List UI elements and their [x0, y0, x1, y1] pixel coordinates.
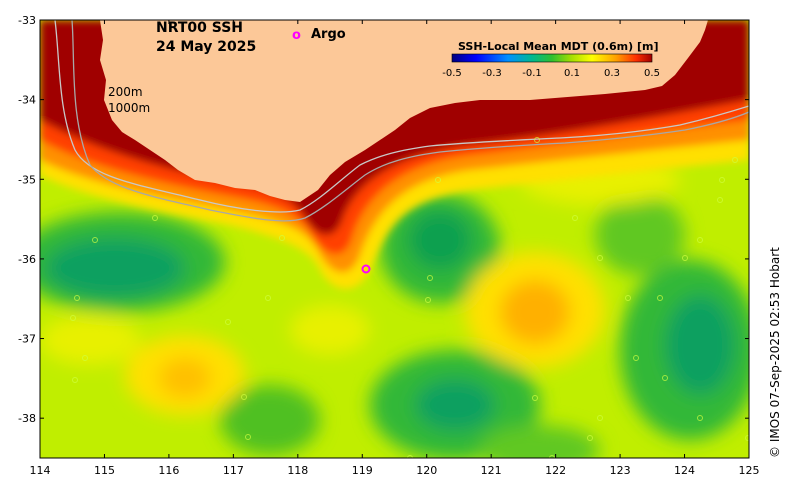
x-tick-label: 123: [610, 464, 631, 477]
x-tick-label: 124: [674, 464, 695, 477]
land-mass: [100, 20, 708, 202]
colorbar-title: SSH-Local Mean MDT (0.6m) [m]: [458, 40, 658, 53]
y-tick-label: -37: [18, 333, 36, 346]
ssh-field: [40, 20, 749, 458]
isobath-200m: [54, 20, 749, 213]
isobath-1000m: [71, 20, 749, 222]
colorbar-tick-label: 0.5: [644, 68, 660, 79]
argo-float-marker: [361, 264, 371, 274]
y-tick-label: -38: [18, 412, 36, 425]
y-axis: -33 -34 -35 -36 -37 -38: [18, 14, 749, 425]
x-tick-label: 119: [352, 464, 373, 477]
x-tick-label: 116: [158, 464, 179, 477]
x-tick-label: 121: [481, 464, 502, 477]
x-tick-label: 120: [416, 464, 437, 477]
x-tick-label: 122: [545, 464, 566, 477]
colorbar-tick-label: -0.1: [522, 68, 542, 79]
argo-legend-label: Argo: [311, 27, 346, 42]
y-tick-label: -33: [18, 14, 36, 27]
map-title-line1: NRT00 SSH: [156, 20, 243, 36]
track-markers: [70, 137, 749, 458]
x-tick-label: 115: [94, 464, 115, 477]
plot-frame: [39, 19, 750, 459]
colorbar-tick-label: 0.1: [564, 68, 580, 79]
map-title-line2: 24 May 2025: [156, 39, 256, 55]
isobath-label-200m: 200m: [108, 85, 143, 99]
colorbar: SSH-Local Mean MDT (0.6m) [m] -0.5 -0.3 -0…: [442, 40, 660, 79]
argo-legend-symbol: o: [292, 28, 301, 43]
x-tick-label: 117: [223, 464, 244, 477]
x-tick-label: 118: [287, 464, 308, 477]
colorbar-tick-label: -0.3: [482, 68, 502, 79]
x-tick-label: 114: [30, 464, 51, 477]
y-tick-label: -34: [18, 94, 36, 107]
colorbar-tick-label: 0.3: [604, 68, 620, 79]
isobath-label-1000m: 1000m: [108, 101, 150, 115]
credit-text: © IMOS 07-Sep-2025 02:53 Hobart: [768, 247, 782, 458]
x-tick-label: 125: [739, 464, 760, 477]
colorbar-gradient: [451, 53, 653, 63]
x-axis: 114 115 116 117 118 119 120 121 122 123 124 125: [30, 20, 760, 477]
y-tick-label: -36: [18, 253, 36, 266]
y-tick-label: -35: [18, 173, 36, 186]
colorbar-tick-label: -0.5: [442, 68, 462, 79]
